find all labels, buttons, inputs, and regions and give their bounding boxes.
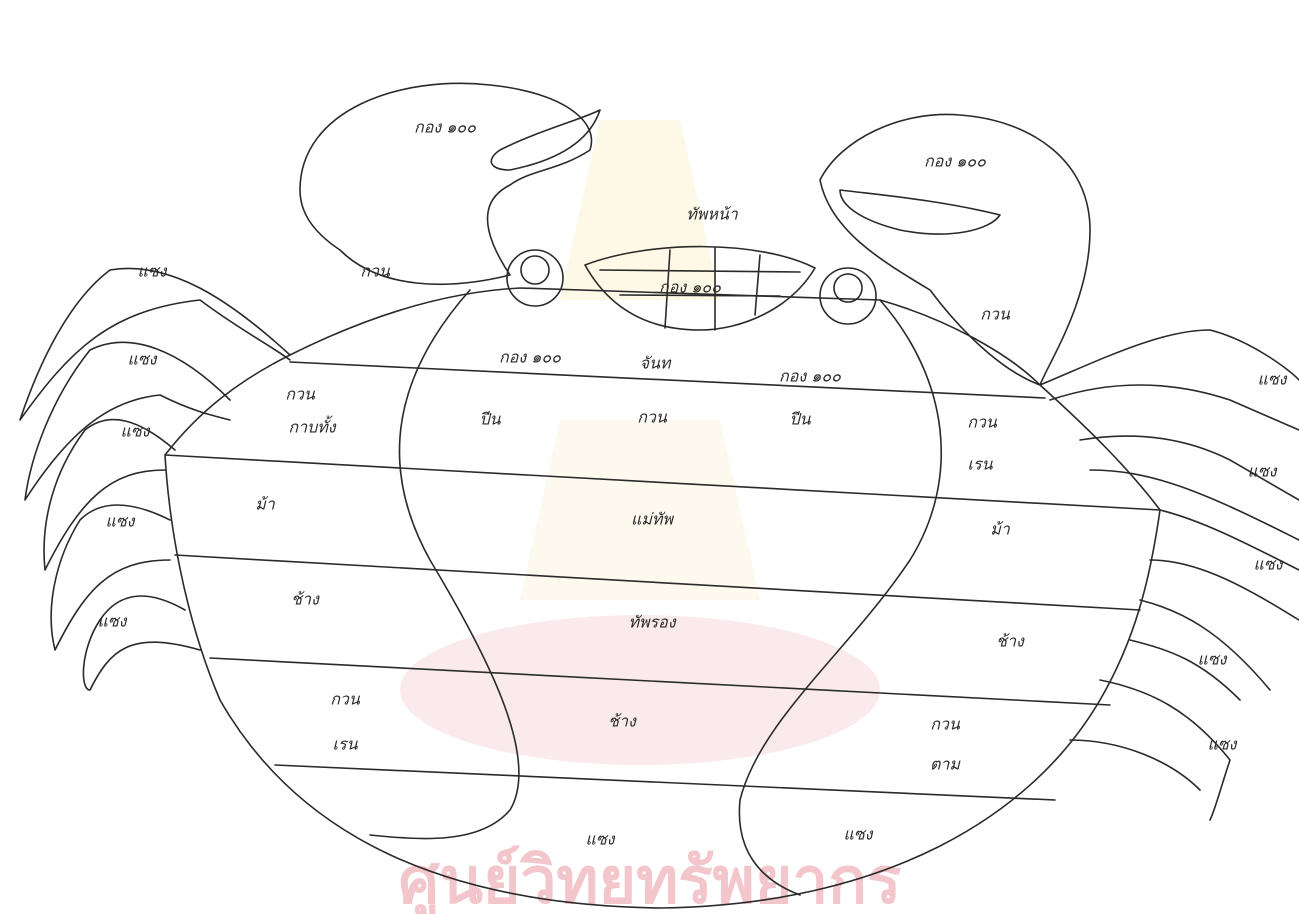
label: ม้า	[990, 520, 1011, 539]
watermark-text: ศูนย์วิทยทรัพยากร	[399, 845, 902, 914]
label: กวน	[930, 715, 961, 734]
leg-label: แซง	[1258, 370, 1288, 389]
label: ทัพหน้า	[686, 205, 739, 224]
label: ปีน	[479, 410, 501, 429]
label: กวน	[360, 262, 391, 281]
leg-label: แซง	[1208, 735, 1238, 754]
label: กอง ๑๐๐	[414, 118, 477, 137]
label: กอง ๑๐๐	[659, 278, 722, 297]
label: กวน	[637, 408, 668, 427]
label: เรน	[333, 735, 359, 754]
label: ตาม	[930, 755, 961, 774]
label: กวน	[330, 690, 361, 709]
leg-label: แซง	[106, 512, 136, 531]
label: ช้าง	[996, 632, 1025, 651]
label: ทัพรอง	[628, 613, 676, 632]
leg-label: แซง	[1198, 650, 1228, 669]
leg-label: แซง	[1248, 462, 1278, 481]
leg-label: แซง	[138, 262, 168, 281]
label: แม่ทัพ	[631, 510, 674, 529]
label: กอง ๑๐๐	[779, 367, 842, 386]
crab-diagram: ศูนย์วิทยทรัพยากร กอง ๑๐๐	[0, 0, 1299, 914]
label: จันท	[640, 354, 672, 373]
label: กวน	[980, 305, 1011, 324]
label: กาบทั้ง	[288, 416, 336, 437]
label: แซง	[586, 830, 616, 849]
leg-label: แซง	[121, 422, 151, 441]
watermark-emblem	[400, 120, 880, 765]
label: ช้าง	[291, 590, 320, 609]
label: กอง ๑๐๐	[924, 152, 987, 171]
label: ช้าง	[608, 712, 637, 731]
label: ม้า	[255, 495, 276, 514]
label: กวน	[967, 413, 998, 432]
leg-label: แซง	[98, 612, 128, 631]
label: เรน	[968, 455, 994, 474]
label: กอง ๑๐๐	[499, 348, 562, 367]
label: แซง	[844, 825, 874, 844]
label: กวน	[285, 385, 316, 404]
label: ปีน	[789, 410, 811, 429]
leg-label: แซง	[1254, 555, 1284, 574]
leg-label: แซง	[128, 350, 158, 369]
